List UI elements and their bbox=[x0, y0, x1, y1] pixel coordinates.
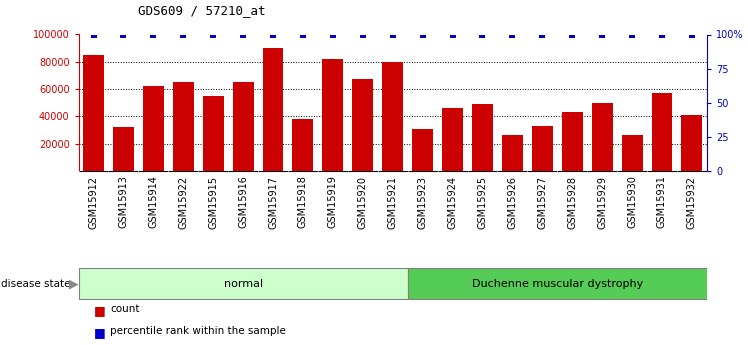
Point bbox=[536, 32, 548, 37]
Text: GSM15918: GSM15918 bbox=[298, 176, 308, 228]
Point bbox=[267, 32, 279, 37]
Text: percentile rank within the sample: percentile rank within the sample bbox=[110, 326, 286, 336]
Text: GSM15929: GSM15929 bbox=[597, 176, 607, 229]
Text: GSM15926: GSM15926 bbox=[507, 176, 518, 229]
Text: GSM15912: GSM15912 bbox=[88, 176, 99, 229]
Text: ■: ■ bbox=[94, 326, 105, 339]
Point bbox=[596, 32, 608, 37]
Bar bbox=[622, 135, 643, 171]
Text: GSM15925: GSM15925 bbox=[477, 176, 488, 229]
Point bbox=[656, 32, 668, 37]
Text: count: count bbox=[110, 304, 139, 314]
Text: GSM15919: GSM15919 bbox=[328, 176, 338, 228]
Point bbox=[327, 32, 339, 37]
Bar bbox=[203, 96, 224, 171]
Point bbox=[417, 32, 429, 37]
Bar bbox=[502, 135, 523, 171]
FancyBboxPatch shape bbox=[408, 268, 707, 299]
Bar bbox=[292, 119, 313, 171]
Text: Duchenne muscular dystrophy: Duchenne muscular dystrophy bbox=[472, 279, 643, 289]
Text: GSM15931: GSM15931 bbox=[657, 176, 667, 228]
Bar bbox=[532, 126, 553, 171]
Text: GSM15930: GSM15930 bbox=[627, 176, 637, 228]
Point bbox=[387, 32, 399, 37]
Text: GSM15914: GSM15914 bbox=[148, 176, 159, 228]
Point bbox=[447, 32, 459, 37]
Text: GSM15913: GSM15913 bbox=[118, 176, 129, 228]
Bar bbox=[562, 112, 583, 171]
Bar bbox=[322, 59, 343, 171]
Point bbox=[88, 32, 99, 37]
Text: GSM15917: GSM15917 bbox=[268, 176, 278, 229]
Bar bbox=[83, 55, 104, 171]
Text: GSM15915: GSM15915 bbox=[208, 176, 218, 229]
Point bbox=[237, 32, 249, 37]
Text: ■: ■ bbox=[94, 304, 105, 317]
Bar bbox=[143, 86, 164, 171]
Point bbox=[566, 32, 578, 37]
Text: GSM15928: GSM15928 bbox=[567, 176, 577, 229]
Text: GSM15921: GSM15921 bbox=[387, 176, 398, 229]
Point bbox=[357, 32, 369, 37]
Text: GSM15932: GSM15932 bbox=[687, 176, 697, 229]
Bar bbox=[412, 129, 433, 171]
Point bbox=[626, 32, 638, 37]
Bar bbox=[592, 103, 613, 171]
Text: GSM15916: GSM15916 bbox=[238, 176, 248, 228]
Point bbox=[177, 32, 189, 37]
Bar bbox=[352, 79, 373, 171]
Bar bbox=[382, 62, 403, 171]
Point bbox=[207, 32, 219, 37]
Text: GSM15927: GSM15927 bbox=[537, 176, 548, 229]
Bar bbox=[263, 48, 283, 171]
Point bbox=[147, 32, 159, 37]
Text: normal: normal bbox=[224, 279, 263, 289]
Text: GDS609 / 57210_at: GDS609 / 57210_at bbox=[138, 4, 266, 17]
Text: ▶: ▶ bbox=[69, 277, 79, 290]
Bar bbox=[173, 82, 194, 171]
Text: disease state: disease state bbox=[1, 279, 70, 289]
Point bbox=[297, 32, 309, 37]
Bar bbox=[472, 104, 493, 171]
Point bbox=[476, 32, 488, 37]
Point bbox=[686, 32, 698, 37]
Bar bbox=[652, 93, 672, 171]
Bar bbox=[442, 108, 463, 171]
Bar bbox=[113, 127, 134, 171]
Text: GSM15924: GSM15924 bbox=[447, 176, 458, 229]
Bar bbox=[681, 115, 702, 171]
Text: GSM15923: GSM15923 bbox=[417, 176, 428, 229]
Bar bbox=[233, 82, 254, 171]
Point bbox=[117, 32, 129, 37]
FancyBboxPatch shape bbox=[79, 268, 408, 299]
Point bbox=[506, 32, 518, 37]
Text: GSM15920: GSM15920 bbox=[358, 176, 368, 229]
Text: GSM15922: GSM15922 bbox=[178, 176, 188, 229]
